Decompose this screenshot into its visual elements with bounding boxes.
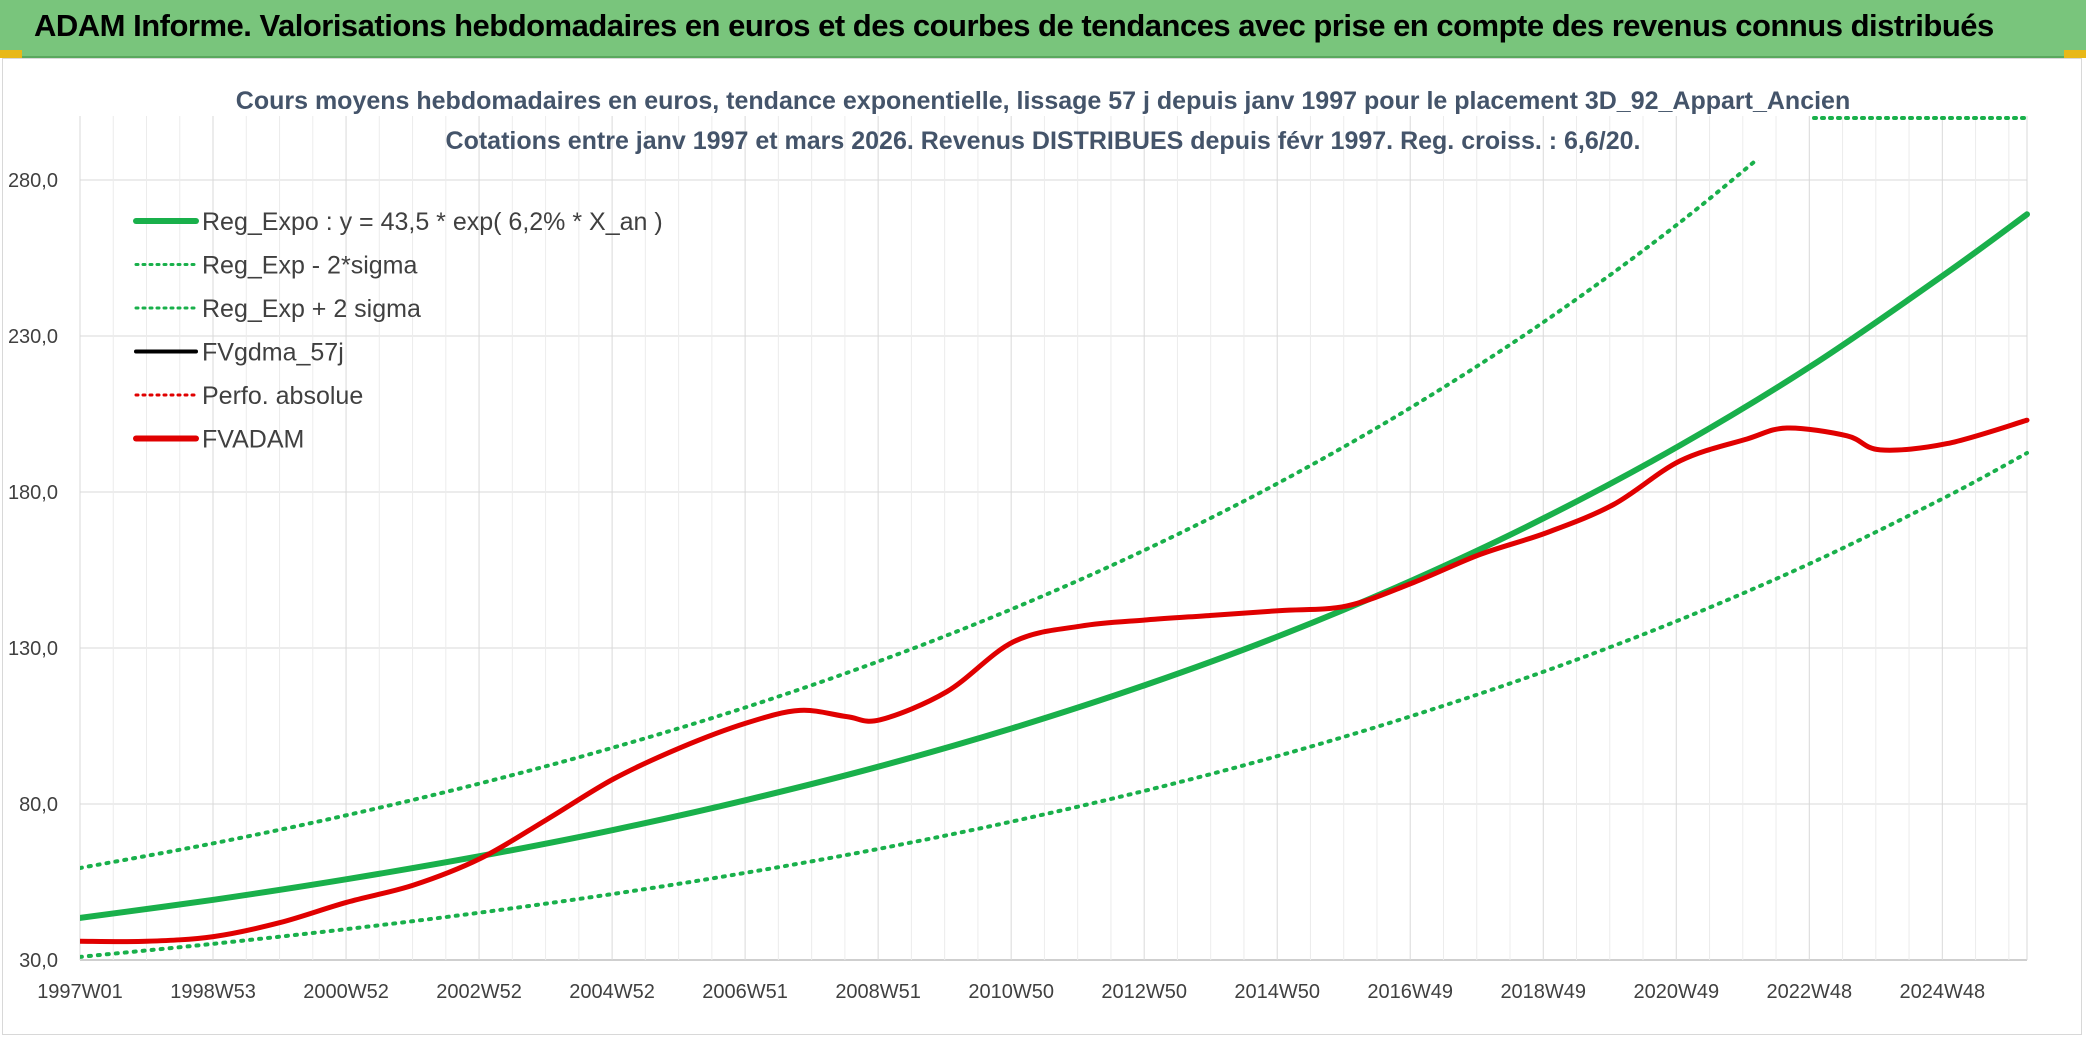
banner-corner-right xyxy=(2064,50,2086,58)
x-tick-label: 2002W52 xyxy=(436,981,522,1003)
y-tick-label: 180,0 xyxy=(8,482,58,504)
axis-ticks: 30,0 80,0 130,0 180,0 230,0 280,0 1997W01 1998W… xyxy=(8,170,1985,1003)
legend-label: Reg_Exp + 2 sigma xyxy=(202,295,421,323)
x-tick-label: 2018W49 xyxy=(1500,981,1586,1003)
x-tick-label: 2004W52 xyxy=(569,981,655,1003)
y-tick-label: 230,0 xyxy=(8,326,58,348)
x-tick-label: 2012W50 xyxy=(1101,981,1187,1003)
legend-label: Perfo. absolue xyxy=(202,382,363,410)
chart-subtitle: Cotations entre janv 1997 et mars 2026. … xyxy=(446,127,1641,155)
x-tick-label: 2006W51 xyxy=(702,981,788,1003)
legend-label: Reg_Exp - 2*sigma xyxy=(202,252,417,280)
series-group xyxy=(80,160,2030,959)
x-tick-label: 2020W49 xyxy=(1633,981,1719,1003)
x-tick-label: 2014W50 xyxy=(1234,981,1320,1003)
banner-corner-left xyxy=(0,50,22,58)
x-tick-label: 2008W51 xyxy=(835,981,921,1003)
legend: Reg_Expo : y = 43,5 * exp( 6,2% * X_an )… xyxy=(133,208,663,454)
y-tick-label: 80,0 xyxy=(19,794,58,816)
y-tick-label: 30,0 xyxy=(19,950,58,972)
x-tick-label: 2016W49 xyxy=(1367,981,1453,1003)
x-tick-label: 1998W53 xyxy=(170,981,256,1003)
legend-label: Reg_Expo : y = 43,5 * exp( 6,2% * X_an ) xyxy=(202,208,663,236)
chart-frame xyxy=(2,58,2082,1035)
x-tick-label: 1997W01 xyxy=(37,981,123,1003)
legend-label: FVADAM xyxy=(202,426,304,454)
series-line-reg-exp-minus-2sigma xyxy=(80,451,2029,959)
gridlines xyxy=(79,116,2028,961)
y-tick-label: 280,0 xyxy=(8,170,58,192)
report-banner: ADAM Informe. Valorisations hebdomadaire… xyxy=(0,0,2086,58)
x-tick-label: 2022W48 xyxy=(1766,981,1852,1003)
series-line-reg-exp-plus-2sigma xyxy=(80,160,1760,870)
legend-label: FVgdma_57j xyxy=(202,339,344,367)
series-line-reg-expo xyxy=(80,211,2030,921)
y-tick-label: 130,0 xyxy=(8,638,58,660)
x-tick-label: 2010W50 xyxy=(968,981,1054,1003)
x-tick-label: 2000W52 xyxy=(303,981,389,1003)
chart-title: Cours moyens hebdomadaires en euros, ten… xyxy=(236,87,1850,115)
series-line-fvadam xyxy=(80,417,2030,945)
report-title: ADAM Informe. Valorisations hebdomadaire… xyxy=(34,8,1994,43)
x-tick-label: 2024W48 xyxy=(1900,981,1986,1003)
